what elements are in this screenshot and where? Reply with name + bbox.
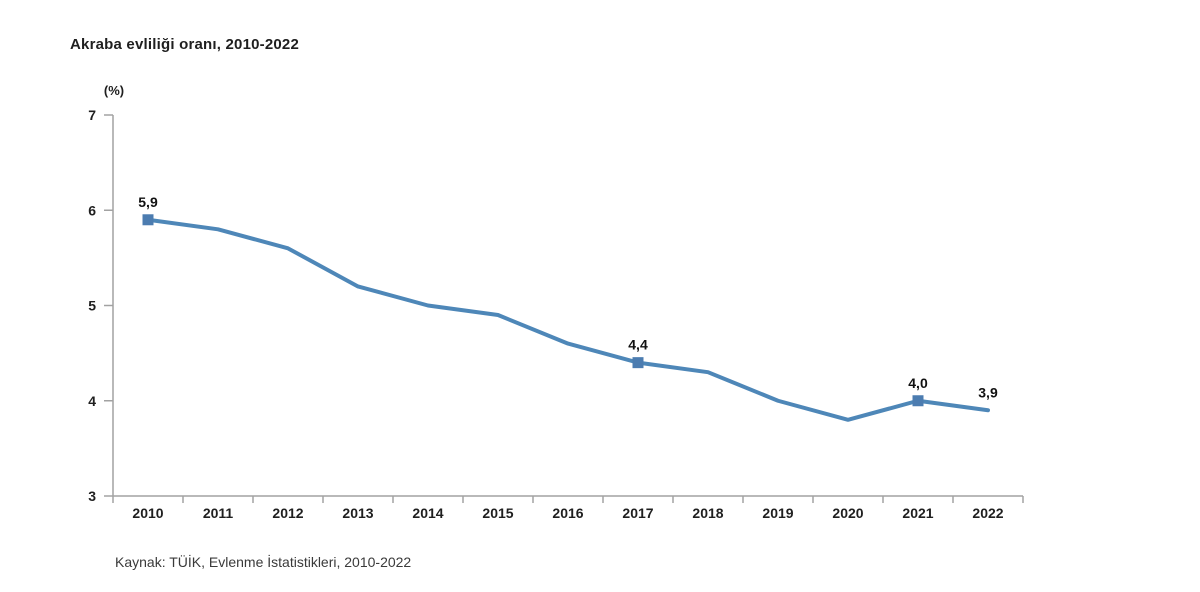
source-caption: Kaynak: TÜİK, Evlenme İstatistikleri, 20… [115,554,412,570]
x-axis-tick-label: 2016 [552,505,583,521]
x-axis-tick-label: 2017 [622,505,653,521]
data-point-label: 4,0 [908,375,928,391]
x-axis-tick-label: 2013 [342,505,373,521]
x-axis-tick-label: 2019 [762,505,793,521]
chart-title: Akraba evliliği oranı, 2010-2022 [70,36,300,53]
x-axis-tick-label: 2010 [132,505,163,521]
data-point-marker [632,357,644,369]
data-point-label: 3,9 [978,384,998,400]
data-point-marker [912,395,924,407]
x-axis-tick-label: 2021 [902,505,933,521]
x-axis-tick-label: 2018 [692,505,723,521]
x-axis-tick-label: 2022 [972,505,1003,521]
y-axis-tick-label: 5 [88,298,96,314]
data-line [146,217,990,422]
x-axis-tick-label: 2012 [272,505,303,521]
y-axis-tick-label: 4 [88,393,96,409]
data-point-label: 5,9 [138,194,158,210]
y-axis-tick-label: 6 [88,202,96,218]
data-point-marker [142,214,154,226]
data-point-label: 4,4 [628,337,648,353]
x-axis-tick-label: 2015 [482,505,513,521]
x-axis-tick-label: 2014 [412,505,443,521]
y-axis-tick-label: 3 [88,488,96,504]
x-axis-tick-label: 2011 [203,505,234,521]
y-axis-tick-label: 7 [88,107,96,123]
x-axis-tick-label: 2020 [832,505,863,521]
y-axis-unit-label: (%) [104,83,124,98]
